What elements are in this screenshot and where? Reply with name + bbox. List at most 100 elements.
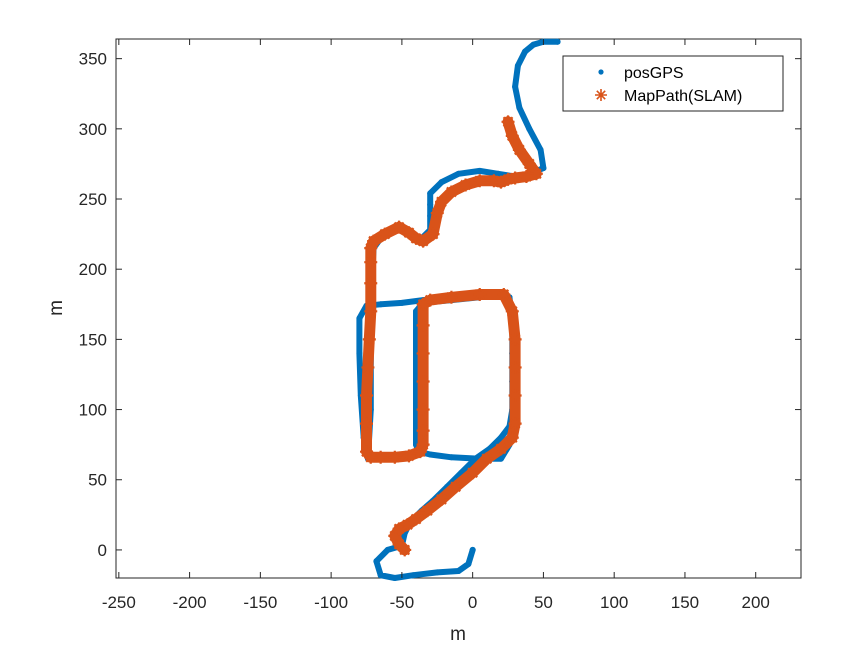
series-mappath-point — [360, 389, 374, 403]
series-mappath-point — [409, 512, 423, 526]
series-posgps-point — [522, 48, 529, 55]
series-posgps-point — [413, 364, 420, 371]
series-mappath-point — [449, 480, 463, 494]
series-posgps-point — [413, 420, 420, 427]
series-posgps-point — [434, 569, 441, 576]
x-tick-label: 100 — [600, 593, 628, 612]
series-posgps-point — [413, 308, 420, 315]
series-mappath-point — [522, 157, 536, 171]
y-tick-label: 200 — [79, 260, 107, 279]
series-mappath-point — [360, 417, 374, 431]
legend-posgps-marker — [598, 69, 604, 75]
series-posgps-point — [514, 62, 521, 69]
series-posgps-point — [497, 434, 504, 441]
series-mappath-point — [392, 522, 406, 536]
series-mappath-point — [361, 360, 375, 374]
x-tick-label: -150 — [243, 593, 277, 612]
series-posgps-point — [472, 455, 479, 462]
series-mappath-point — [505, 431, 519, 445]
tick-layer: -250 -200 -150 -100 -50 0 50 100 150 200 0 50 100 150… — [79, 39, 801, 612]
series-posgps-point — [526, 125, 533, 132]
series-mappath-point — [364, 255, 378, 269]
series-posgps-point — [438, 179, 445, 186]
series-posgps-point — [465, 560, 472, 567]
series-mappath-point — [416, 374, 430, 388]
series-mappath-point — [444, 185, 458, 199]
series-posgps-point — [512, 83, 519, 90]
series-mappath-point — [364, 450, 378, 464]
series-mappath-point — [459, 178, 473, 192]
series-mappath-point — [416, 438, 430, 452]
series-mappath-point — [392, 537, 406, 551]
series-mappath-point — [402, 226, 416, 240]
series-mappath-point — [416, 318, 430, 332]
series-mappath-point — [416, 297, 430, 311]
series-mappath-point — [398, 543, 412, 557]
series-posgps-point — [398, 299, 405, 306]
series-posgps-point — [476, 167, 483, 174]
series-posgps-point — [410, 572, 417, 579]
series-mappath-point — [519, 170, 533, 184]
y-tick-label: 150 — [79, 330, 107, 349]
series-posgps-point — [377, 572, 384, 579]
x-tick-label: 50 — [534, 593, 553, 612]
x-axis-label: m — [450, 624, 466, 645]
x-tick-label: 200 — [742, 593, 770, 612]
series-mappath-point — [444, 290, 458, 304]
x-tick-label: -50 — [390, 593, 415, 612]
series-posgps-point — [495, 170, 502, 177]
series-mappath-point — [388, 450, 402, 464]
series-posgps-point — [537, 146, 544, 153]
y-tick-label: 50 — [88, 471, 107, 490]
series-mappath-point — [435, 492, 449, 506]
series-posgps-point — [391, 575, 398, 581]
series-mappath-point — [388, 529, 402, 543]
series-mappath-point — [416, 403, 430, 417]
y-tick-label: 300 — [79, 120, 107, 139]
x-tick-label: 150 — [671, 593, 699, 612]
legend: posGPS MapPath(SLAM) — [562, 55, 784, 112]
series-mappath — [360, 115, 543, 557]
series-posgps-point — [413, 336, 420, 343]
x-tick-label: -250 — [102, 593, 136, 612]
legend-mappath-asterisk — [595, 89, 607, 101]
series-mappath-point — [508, 389, 522, 403]
series-mappath-point — [473, 287, 487, 301]
series-posgps-point — [554, 38, 561, 45]
series-mappath-point — [416, 346, 430, 360]
series-mappath-point — [392, 220, 406, 234]
series-mappath-point — [480, 452, 494, 466]
series-posgps-point — [455, 170, 462, 177]
series-posgps-point — [448, 454, 455, 461]
series-posgps-point — [384, 546, 391, 553]
series-mappath-point — [423, 293, 437, 307]
legend-mappath-marker — [595, 89, 607, 101]
series-mappath-point — [420, 504, 434, 518]
series-mappath-point — [401, 518, 415, 532]
series-posgps-point — [373, 558, 380, 565]
series-posgps-point — [516, 104, 523, 111]
y-axis-label: m — [46, 300, 67, 316]
series-posgps-point — [356, 315, 363, 322]
series-mappath-point — [364, 304, 378, 318]
series-mappath-point — [501, 172, 515, 186]
series-posgps-point — [530, 41, 537, 48]
y-tick-label: 250 — [79, 190, 107, 209]
series-mappath-point — [494, 175, 508, 189]
series-posgps-point — [413, 392, 420, 399]
series-posgps-point — [497, 455, 504, 462]
series-mappath-point — [508, 360, 522, 374]
series-mappath-point — [413, 445, 427, 459]
y-tick-label: 350 — [79, 50, 107, 69]
series-posgps-point — [455, 567, 462, 574]
x-tick-label: 0 — [468, 593, 477, 612]
series-mappath-point — [360, 445, 374, 459]
x-tick-label: -100 — [314, 593, 348, 612]
series-posgps-point — [540, 165, 547, 172]
series-mappath-point — [364, 276, 378, 290]
series-mappath-point — [508, 171, 522, 185]
series-mappath-point — [409, 231, 423, 245]
series-mappath-point — [494, 442, 508, 456]
legend-box — [562, 55, 784, 112]
